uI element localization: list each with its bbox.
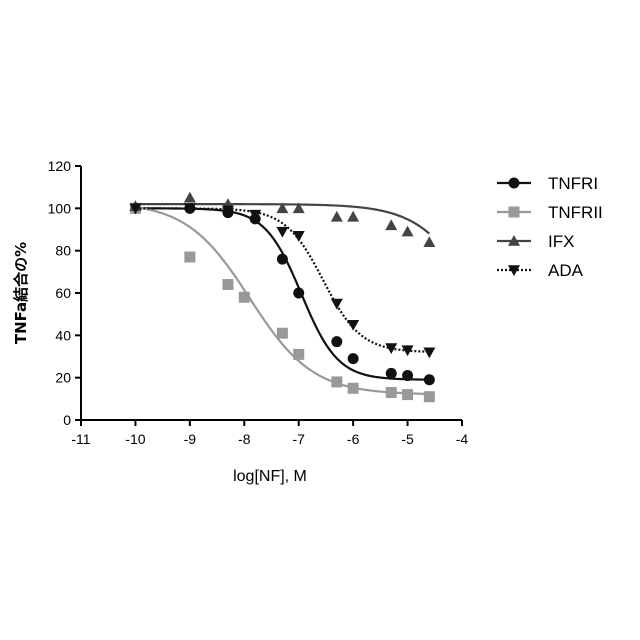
y-tick-label: 40 [55,327,71,343]
data-point-ifx [292,202,305,214]
legend-item-tnfrii: TNFRII [497,203,603,222]
data-point-tnfrii [238,291,250,303]
y-tick-label: 60 [55,285,71,301]
data-point-tnfrii [347,382,359,394]
data-point-tnfrii [222,279,234,291]
data-point-ifx [347,210,360,222]
data-point-ada [347,319,360,331]
legend-label: IFX [548,232,574,251]
legend-label: ADA [548,261,584,280]
data-point-ada [183,203,196,215]
data-point-tnfrii [184,251,196,263]
y-tick-label: 80 [55,243,71,259]
data-point-ada [292,231,305,242]
data-point-ifx [330,210,343,222]
data-point-ada [129,203,142,215]
data-point-ada [249,209,262,221]
x-tick-label: -8 [238,431,251,447]
data-point-tnfri [293,287,305,299]
y-axis-ticks: 0 20 40 60 80 100 120 [48,158,81,428]
data-point-tnfrii [423,391,435,403]
x-tick-label: -6 [347,431,360,447]
plot-area [129,191,436,403]
data-point-tnfri [402,370,414,382]
series-line-ada [135,207,430,353]
data-point-tnfri [276,253,288,265]
y-tick-label: 0 [63,412,71,428]
data-point-tnfrii [331,376,343,388]
data-point-tnfrii [293,348,305,360]
data-point-tnfri [385,367,397,379]
x-tick-label: -7 [292,431,305,447]
legend-marker [508,235,520,246]
legend-marker [508,177,520,189]
legend-item-ada: ADA [497,261,584,280]
x-tick-label: -9 [184,431,197,447]
x-tick-label: -10 [125,431,145,447]
data-point-ifx [385,219,398,231]
legend-label: TNFRII [548,203,603,222]
legend-marker [508,265,520,276]
legend-item-tnfri: TNFRI [497,174,598,193]
data-point-tnfri [423,374,435,386]
legend-label: TNFRI [548,174,598,193]
data-point-ada [276,226,289,238]
data-point-ifx [401,225,414,237]
legend-item-ifx: IFX [497,232,574,251]
data-point-ifx [276,202,289,214]
series-tnfrii [129,202,435,403]
legend-marker [508,206,520,218]
data-point-tnfri [331,336,343,348]
data-point-tnfrii [276,327,288,339]
legend: TNFRI TNFRII IFX ADA [497,174,603,280]
x-tick-label: -11 [71,431,90,447]
x-axis-ticks: -11 -10 -9 -8 -7 -6 -5 -4 [71,420,468,447]
series-ada [129,203,436,359]
data-point-tnfrii [385,386,397,398]
x-axis-title: log[NF], M [233,468,307,485]
data-point-ifx [423,236,436,247]
series-line-tnfrii [135,205,430,396]
y-tick-label: 120 [48,158,72,174]
data-point-tnfri [347,353,359,365]
data-point-ada [330,298,343,310]
y-tick-label: 100 [48,200,72,216]
data-point-ada [385,343,398,355]
y-tick-label: 20 [55,370,71,386]
x-tick-label: -5 [401,431,414,447]
data-point-ada [221,205,234,217]
data-point-tnfrii [402,389,414,401]
y-axis-title: TNFa結合の% [12,242,30,344]
data-point-ada [423,347,436,359]
data-point-ada [401,345,414,357]
data-point-ifx [183,191,196,203]
x-tick-label: -4 [456,431,469,447]
